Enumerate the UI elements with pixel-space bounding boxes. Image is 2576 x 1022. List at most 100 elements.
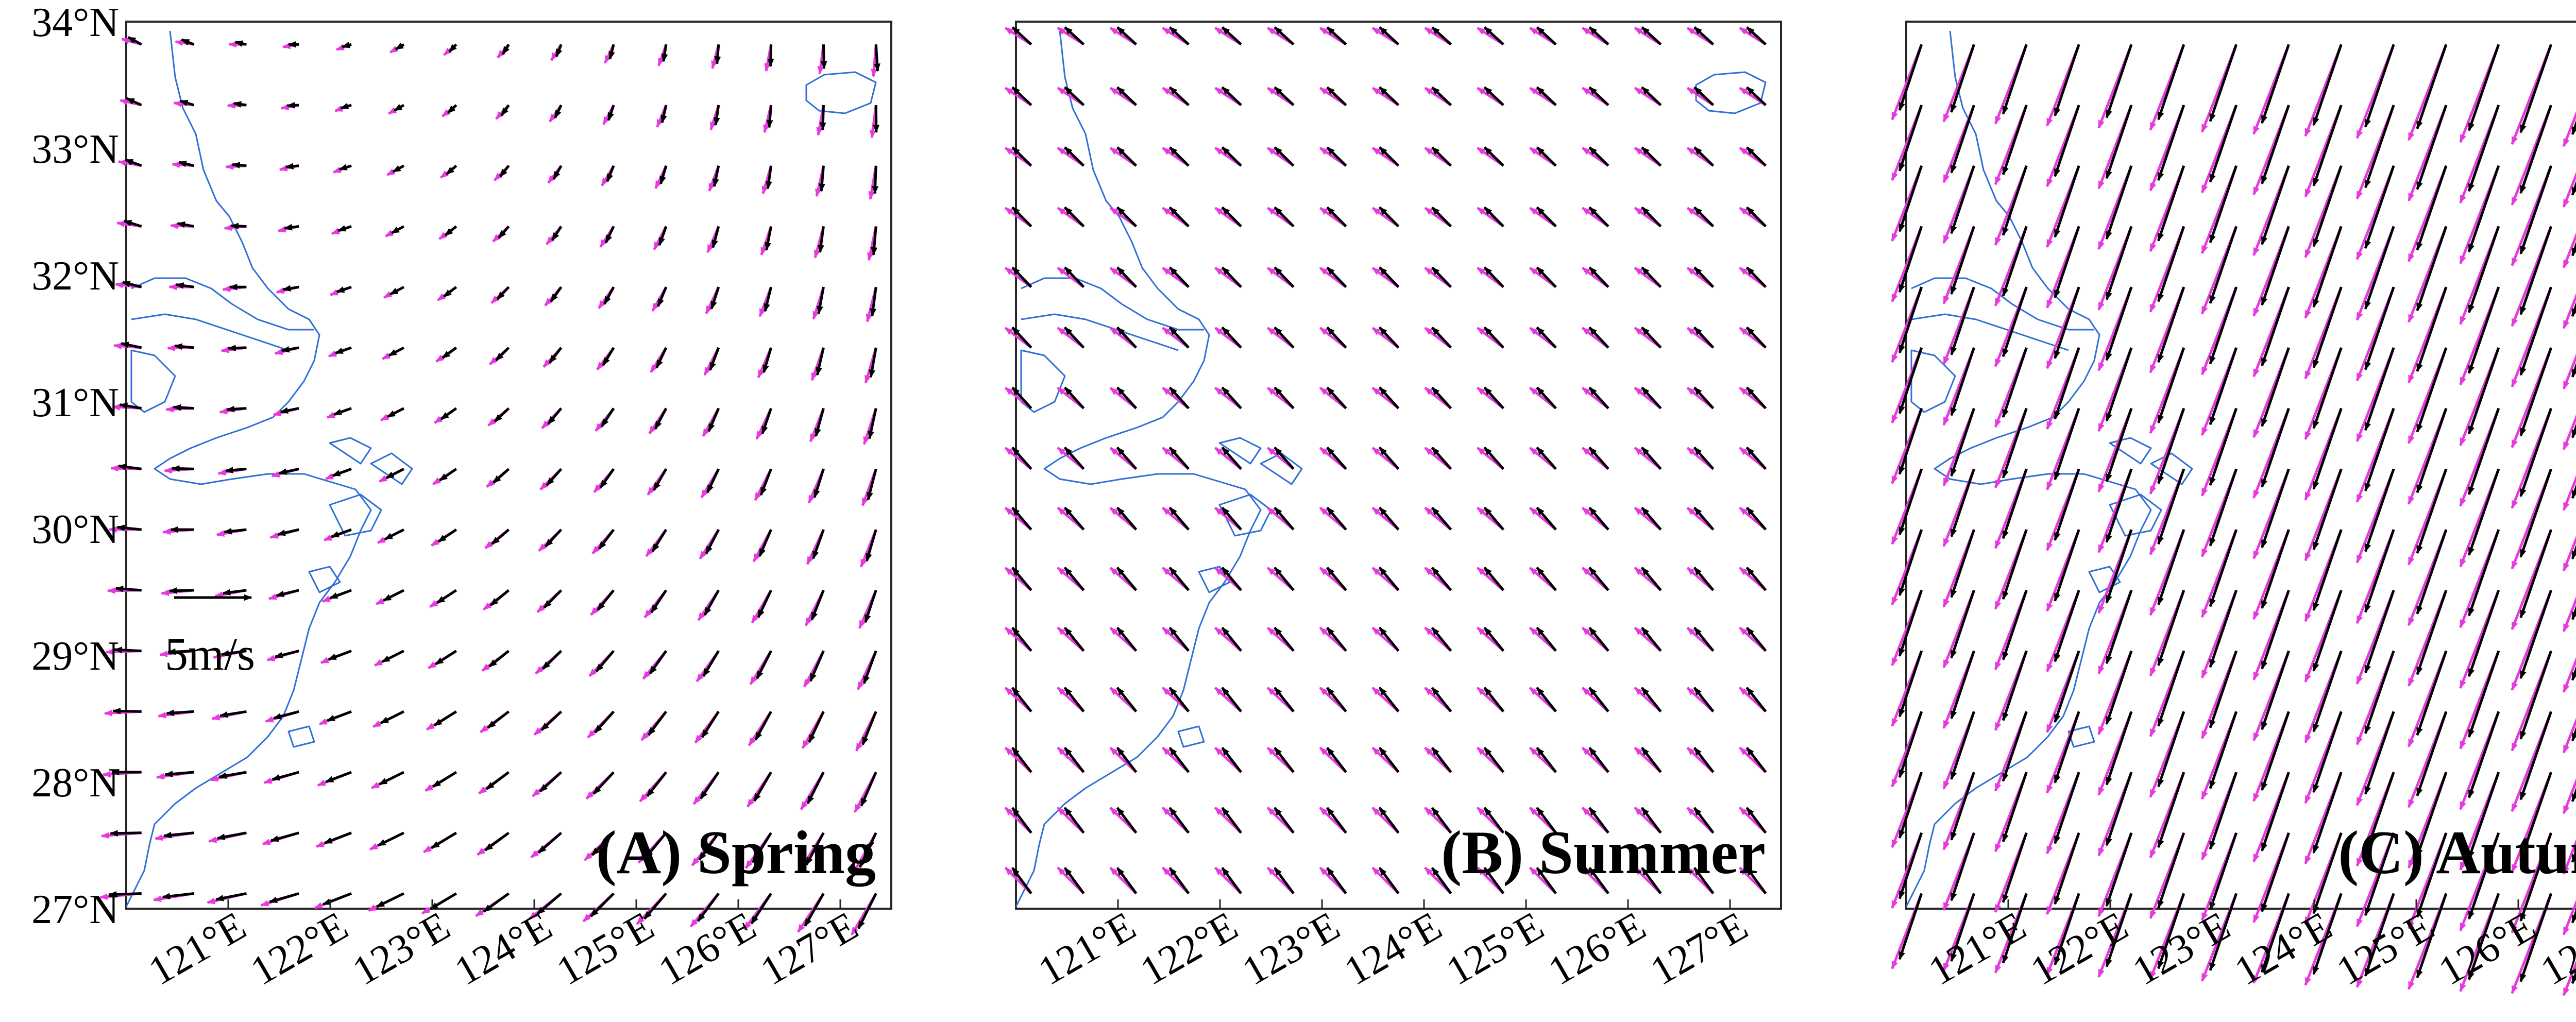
xtick-label: 125°E <box>1439 903 1551 994</box>
vector-arrow-black <box>2364 407 2395 492</box>
vector-arrow-black <box>1221 626 1242 652</box>
vector-arrow-black <box>1168 146 1190 167</box>
xtick-label: 126°E <box>2431 903 2544 994</box>
vector-arrow-black <box>2002 893 2028 964</box>
vector-arrow-black <box>1379 266 1400 288</box>
vector-arrow-black <box>218 771 247 779</box>
vector-arrow-black <box>2209 468 2238 547</box>
vector-arrow-black <box>1168 687 1190 712</box>
vector-arrow-black <box>2105 44 2133 118</box>
vector-arrow-black <box>2261 893 2290 973</box>
vector-arrow-black <box>546 468 563 486</box>
vector-arrow-black <box>1745 86 1767 106</box>
vector-arrow-black <box>1641 626 1662 652</box>
vector-arrow-black <box>1898 165 1923 232</box>
vector-arrow-black <box>1378 506 1400 531</box>
vector-arrow-black <box>1588 506 1609 531</box>
vector-arrow-black <box>597 589 615 611</box>
vector-arrow-black <box>2054 529 2080 602</box>
vector-arrow-black <box>2002 468 2028 539</box>
vector-arrow-black <box>1326 206 1347 228</box>
vector-arrow-black <box>1221 326 1242 349</box>
vector-arrow-black <box>871 226 878 256</box>
vector-arrow-black <box>1483 86 1504 106</box>
vector-arrow-black <box>545 529 563 548</box>
vector-arrow-black <box>222 589 247 596</box>
vector-arrow-black <box>1011 146 1032 167</box>
vector-arrow-black <box>165 709 194 717</box>
vector-arrow-black <box>1011 266 1032 288</box>
vector-arrow-black <box>1168 206 1190 228</box>
vector-arrow-black <box>2209 165 2238 244</box>
vector-arrow-black <box>1064 266 1085 288</box>
vector-arrow-black <box>1588 26 1609 46</box>
vector-arrow-black <box>2105 590 2133 665</box>
vector-arrow-black <box>2261 165 2290 246</box>
vector-arrow-black <box>1064 386 1085 410</box>
vector-arrow-black <box>2261 226 2290 306</box>
vector-arrow-black <box>2209 529 2238 607</box>
vector-arrow-black <box>757 589 772 618</box>
vector-arrow-black <box>123 219 142 228</box>
vector-arrow-black <box>2467 772 2500 859</box>
vector-arrow-black <box>1221 266 1242 288</box>
vector-arrow-black <box>2467 105 2500 192</box>
vector-arrow-black <box>1898 711 1923 778</box>
vector-arrow-black <box>1379 206 1400 228</box>
vector-arrow-black <box>2416 105 2448 191</box>
vector-arrow-black <box>752 832 772 863</box>
vector-arrow-black <box>1431 506 1452 531</box>
vector-arrow-black <box>2105 772 2133 846</box>
vector-arrow-black <box>1326 326 1347 349</box>
vector-arrow-black <box>1274 386 1295 410</box>
vector-arrow-black <box>2054 165 2080 238</box>
vector-arrow-black <box>2467 407 2500 496</box>
vector-arrow-black <box>872 165 879 195</box>
vector-arrow-black <box>1116 506 1138 531</box>
vector-arrow-black <box>650 589 668 614</box>
vector-arrow-black <box>2209 590 2238 668</box>
vector-arrow-black <box>2054 711 2080 784</box>
vector-arrow-black <box>1063 807 1085 834</box>
vector-arrow-black <box>1168 807 1190 834</box>
vector-arrow-black <box>1950 711 1975 780</box>
vector-arrow-black <box>1898 893 1923 960</box>
vector-arrow-black <box>1431 206 1452 228</box>
vector-arrow-black <box>1274 266 1295 288</box>
vector-arrow-black <box>432 771 457 788</box>
vector-arrow-black <box>1588 447 1609 470</box>
vector-arrow-black <box>379 771 404 786</box>
vector-arrow-black <box>2002 650 2028 721</box>
vector-arrow-black <box>1431 146 1452 167</box>
vector-arrow-black <box>810 589 825 621</box>
vector-arrow-black <box>2467 711 2500 799</box>
vector-arrow-black <box>440 407 457 420</box>
vector-arrow-black <box>1950 529 1975 598</box>
vector-arrow-black <box>1011 687 1032 712</box>
vector-arrow-black <box>1221 26 1242 46</box>
vector-arrow-black <box>2105 529 2133 604</box>
vector-arrow-black <box>337 225 352 232</box>
vector-arrow-black <box>2416 711 2448 797</box>
vector-arrow-black <box>1431 266 1452 288</box>
vector-arrow-black <box>2261 286 2290 367</box>
vector-arrow-black <box>2261 529 2290 609</box>
panel-title: (A) Spring <box>596 818 876 887</box>
vector-arrow-black <box>2364 44 2395 128</box>
vector-arrow-black <box>2519 711 2553 800</box>
vector-arrow-black <box>1693 506 1715 531</box>
vector-arrow-black <box>488 650 510 668</box>
vector-arrow-black <box>2002 711 2028 782</box>
vector-arrow-black <box>1536 567 1557 591</box>
vector-arrow-black <box>1950 590 1975 659</box>
vector-arrow-black <box>1431 386 1452 410</box>
vector-arrow-black <box>1693 146 1715 167</box>
vector-arrow-black <box>603 286 615 305</box>
vector-arrow-black <box>1063 687 1085 712</box>
vector-arrow-black <box>1431 26 1452 46</box>
vector-arrow-black <box>429 892 457 911</box>
vector-arrow-black <box>2416 529 2448 615</box>
vector-arrow-black <box>2312 893 2343 975</box>
vector-arrow-black <box>2054 407 2080 481</box>
